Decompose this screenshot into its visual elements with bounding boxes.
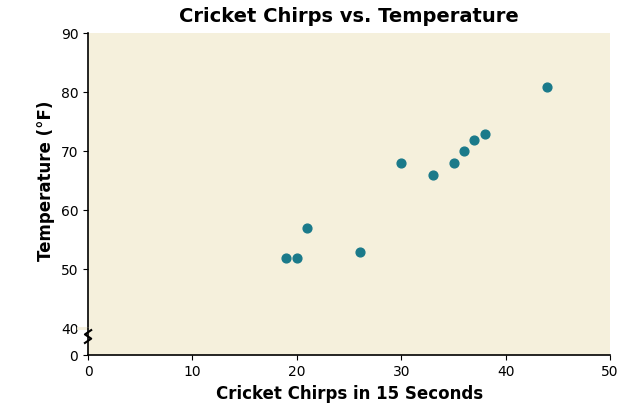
Point xyxy=(459,148,469,155)
Point xyxy=(281,254,291,261)
Point xyxy=(480,130,490,137)
Point xyxy=(396,160,406,167)
Point xyxy=(428,172,438,178)
Point xyxy=(355,248,365,255)
Point xyxy=(303,225,313,232)
Y-axis label: Temperature (°F): Temperature (°F) xyxy=(37,101,55,261)
Point xyxy=(292,254,302,261)
Point xyxy=(469,136,479,143)
Point xyxy=(542,83,552,90)
Title: Cricket Chirps vs. Temperature: Cricket Chirps vs. Temperature xyxy=(179,8,519,26)
Point xyxy=(448,160,459,167)
X-axis label: Cricket Chirps in 15 Seconds: Cricket Chirps in 15 Seconds xyxy=(216,385,482,403)
